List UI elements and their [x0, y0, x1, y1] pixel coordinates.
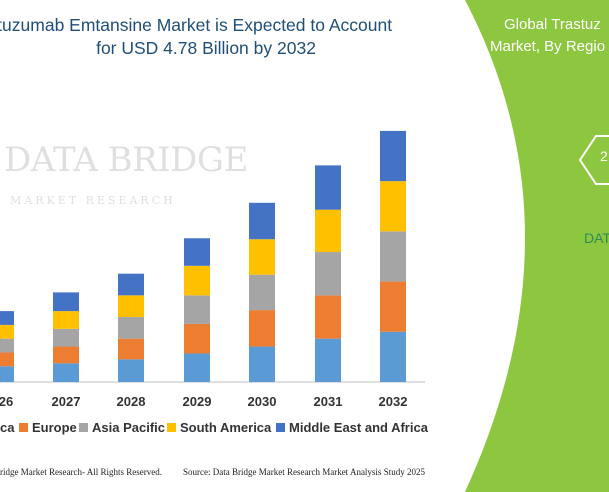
bar-segment: [0, 311, 14, 325]
bar-segment: [249, 310, 275, 347]
bar-segment: [184, 265, 210, 296]
x-tick-label: 26: [0, 394, 13, 409]
bar-segment: [315, 295, 341, 339]
bar-segment: [53, 346, 79, 364]
bar-segment: [53, 328, 79, 347]
legend-swatch: [276, 423, 285, 432]
bar-segment: [380, 130, 406, 182]
footer-source: Source: Data Bridge Market Research Mark…: [183, 467, 425, 477]
legend-label: Europe: [32, 420, 77, 435]
x-tick-labels: 26 2027 2028 2029 2030 2031 2032: [0, 394, 407, 409]
bar-segment: [249, 274, 275, 311]
bar-segment: [53, 292, 79, 312]
bar-segment: [184, 323, 210, 354]
bar-segment: [315, 209, 341, 253]
bar-segment: [184, 238, 210, 266]
chart-title: rastuzumab Emtansine Market is Expected …: [0, 14, 420, 60]
legend-item-north-america: ca: [0, 420, 14, 435]
panel-dat-text: DAT: [584, 230, 609, 246]
bar-segment: [118, 338, 144, 360]
bar-segment: [380, 231, 406, 282]
x-tick-label: 2032: [379, 394, 408, 409]
legend-swatch: [79, 423, 88, 432]
bar-segment: [0, 324, 14, 339]
footer-copyright: ridge Market Research- All Rights Reserv…: [0, 467, 162, 477]
legend-label: South America: [180, 420, 272, 435]
bar-segment: [249, 239, 275, 275]
legend-label: Middle East and Africa: [289, 420, 428, 435]
chart-legend: ca Europe Asia Pacific South America Mid…: [0, 420, 440, 440]
panel-title-line-2: Market, By Regio: [490, 38, 606, 55]
watermark-logo: DATA BRIDGE MARKET RESEARCH: [4, 140, 248, 220]
bars-group: [0, 130, 406, 382]
panel-title-line-1: Global Trastuz: [504, 16, 601, 33]
x-tick-label: 2030: [248, 394, 277, 409]
panel-badge-text: 2: [600, 148, 608, 164]
bar-segment: [118, 359, 144, 382]
bar-segment: [184, 353, 210, 382]
bar-segment: [249, 202, 275, 240]
legend-item-south-america: South America: [167, 420, 271, 435]
bar-segment: [315, 338, 341, 382]
watermark-main: DATA BRIDGE: [4, 140, 248, 180]
bar-segment: [249, 346, 275, 382]
panel-title: Global Trastuz Market, By Regio: [490, 14, 605, 58]
watermark-sub: MARKET RESEARCH: [10, 194, 176, 207]
legend-label: ca: [0, 420, 15, 435]
bar-segment: [53, 311, 79, 329]
x-tick-label: 2028: [117, 394, 146, 409]
legend-swatch: [167, 423, 176, 432]
bar-segment: [0, 352, 14, 367]
bar-segment: [118, 317, 144, 339]
bar-segment: [380, 281, 406, 332]
x-tick-label: 2027: [52, 394, 81, 409]
legend-item-europe: Europe: [19, 420, 77, 435]
title-line-2: for USD 4.78 Billion by 2032: [96, 38, 316, 58]
bar-segment: [0, 338, 14, 353]
x-tick-label: 2031: [314, 394, 343, 409]
bar-segment: [184, 295, 210, 324]
bar-segment: [380, 331, 406, 382]
legend-label: Asia Pacific: [92, 420, 165, 435]
x-tick-label: 2029: [183, 394, 212, 409]
bar-segment: [118, 273, 144, 296]
bar-segment: [53, 363, 79, 382]
legend-item-asia-pacific: Asia Pacific: [79, 420, 165, 435]
bar-segment: [118, 295, 144, 318]
title-line-1: rastuzumab Emtansine Market is Expected …: [0, 15, 393, 35]
bar-segment: [0, 366, 14, 382]
bar-segment: [380, 181, 406, 232]
legend-item-middle-east-africa: Middle East and Africa: [276, 420, 428, 435]
legend-swatch: [19, 423, 28, 432]
bar-segment: [315, 252, 341, 296]
bar-segment: [315, 165, 341, 210]
